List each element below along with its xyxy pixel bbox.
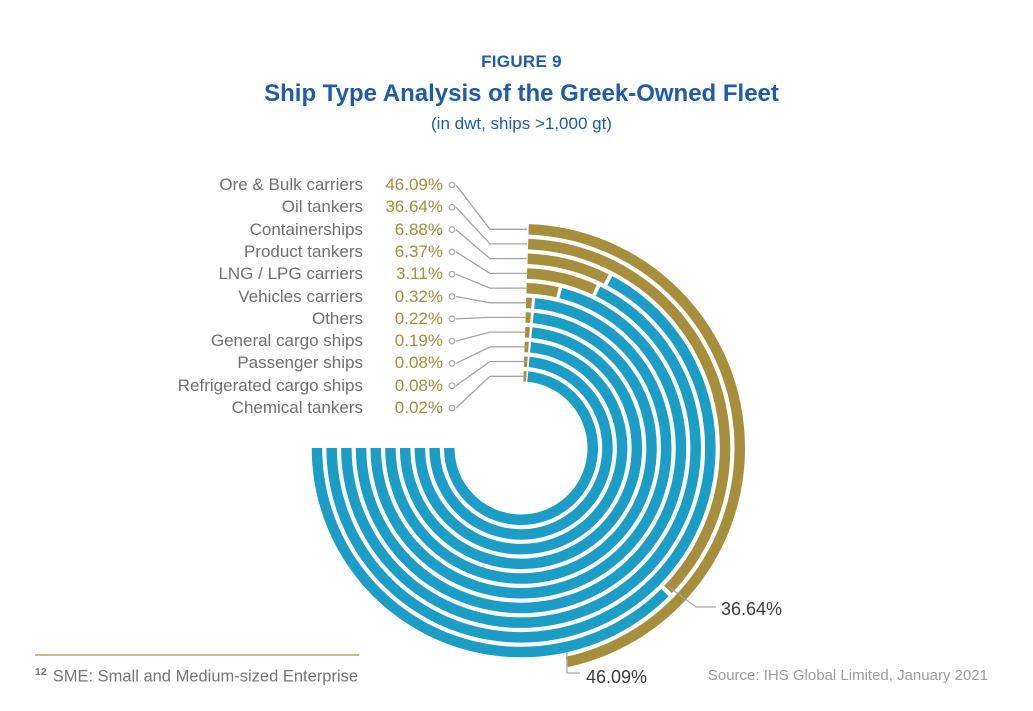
ring-bar-ore-bulk-carriers: [528, 224, 745, 668]
ring-track-containerships: [326, 276, 716, 643]
legend-value: 0.08%: [394, 353, 443, 373]
chart-subtitle: (in dwt, ships >1,000 gt): [431, 114, 612, 133]
ring-track-general-cargo-ships: [399, 327, 643, 570]
ring-track-oil-tankers: [311, 447, 669, 658]
legend-leader-line: [455, 251, 527, 275]
legend-label: Passenger ships: [237, 353, 363, 373]
legend-label: Containerships: [249, 219, 363, 239]
figure-label: FIGURE 9: [481, 52, 562, 71]
legend-leader-line: [455, 346, 527, 364]
callout-oil-tankers: 36.64%: [721, 599, 783, 619]
legend-row-oil-tankers: Oil tankers 36.64%: [120, 196, 443, 218]
legend-leader-dot: [448, 203, 456, 211]
legend-leader-dot: [448, 270, 456, 278]
legend-label: Product tankers: [243, 241, 363, 261]
callout-leader-oil-tankers: [668, 586, 716, 608]
chart-title: Ship Type Analysis of the Greek-Owned Fl…: [264, 80, 779, 107]
legend-value: 0.02%: [394, 398, 443, 417]
legend-leader-line: [455, 331, 527, 342]
title-block: FIGURE 9 Ship Type Analysis of the Greek…: [0, 52, 1033, 134]
legend-leader-line: [455, 206, 527, 245]
legend-label: Ore & Bulk carriers: [219, 175, 363, 194]
legend-value: 0.19%: [394, 331, 443, 351]
callout-leader-ore-bulk: [566, 652, 580, 674]
ring-bar-containerships: [527, 253, 609, 284]
legend-label: Refrigerated cargo ships: [177, 375, 363, 395]
legend-row-ore-bulk-carriers: Ore & Bulk carriers 46.09%: [120, 174, 443, 196]
ring-track-chemical-tankers: [444, 371, 598, 525]
legend-value: 0.08%: [394, 375, 443, 395]
legend-value: 0.32%: [394, 286, 443, 306]
footnote: 12 SME: Small and Medium-sized Enterprise: [35, 666, 358, 687]
footnote-divider: [35, 654, 359, 656]
footnote-marker: 12: [35, 666, 47, 678]
legend-row-lng-lpg-carriers: LNG / LPG carriers 3.11%: [120, 263, 443, 285]
ring-track-others: [385, 312, 657, 584]
legend-leader-line: [455, 184, 527, 230]
legend-leader-line: [455, 360, 527, 387]
ring-bar-product-tankers: [526, 268, 597, 295]
legend-row-vehicles-carriers: Vehicles carriers 0.32%: [120, 286, 443, 308]
legend-row-refrigerated-cargo-ships: Refrigerated cargo ships 0.08%: [120, 375, 443, 397]
legend-row-product-tankers: Product tankers 6.37%: [120, 241, 443, 263]
ring-track-vehicles-carriers: [370, 298, 672, 599]
legend-label: Vehicles carriers: [238, 286, 363, 306]
callout-ore-bulk-carriers: 46.09%: [586, 667, 648, 687]
legend-leader-dot: [448, 404, 456, 412]
legend-row-general-cargo-ships: General cargo ships 0.19%: [120, 330, 443, 352]
source-credit: Source: IHS Global Limited, January 2021: [707, 667, 988, 684]
ring-track-product-tankers: [341, 286, 701, 628]
legend-leader-dot: [448, 293, 456, 300]
ring-track-lng-lpg-carriers: [355, 287, 687, 614]
legend-label: LNG / LPG carriers: [218, 264, 363, 284]
legend-value: 6.37%: [394, 241, 443, 261]
legend-row-passenger-ships: Passenger ships 0.08%: [120, 352, 443, 374]
legend-leader-dot: [448, 226, 456, 234]
legend-row-containerships: Containerships 6.88%: [120, 219, 443, 241]
legend-row-chemical-tankers: Chemical tankers 0.02%: [120, 397, 443, 419]
legend-leader-dot: [448, 382, 456, 390]
legend-value: 46.09%: [385, 175, 443, 194]
legend-leader-dot: [448, 181, 456, 189]
legend-label: Chemical tankers: [231, 398, 363, 417]
legend-leader-dot: [448, 248, 456, 256]
ring-track-refrigerated-cargo-ships: [429, 356, 613, 540]
ring-bar-lng-lpg-carriers: [526, 282, 559, 298]
ring-bar-oil-tankers: [527, 238, 731, 594]
legend-leader-dot: [448, 337, 456, 345]
ring-track-passenger-ships: [414, 342, 628, 555]
legend-label: General cargo ships: [210, 331, 363, 351]
legend-leader-line: [455, 295, 527, 304]
legend-value: 0.22%: [394, 308, 443, 328]
legend-value: 36.64%: [385, 197, 443, 217]
legend-leader-dot: [448, 360, 456, 367]
footnote-text: SME: Small and Medium-sized Enterprise: [52, 667, 359, 686]
legend-leader-line: [455, 273, 527, 289]
legend-leader-line: [455, 375, 527, 409]
legend-value: 3.11%: [396, 264, 443, 284]
legend-leader-line: [455, 316, 527, 320]
legend-leader-line: [455, 229, 527, 260]
legend-value: 6.88%: [394, 219, 443, 239]
legend-row-others: Others 0.22%: [120, 308, 443, 330]
legend-leader-dot: [448, 315, 456, 323]
legend-label: Oil tankers: [281, 197, 363, 217]
legend-label: Others: [311, 308, 363, 328]
